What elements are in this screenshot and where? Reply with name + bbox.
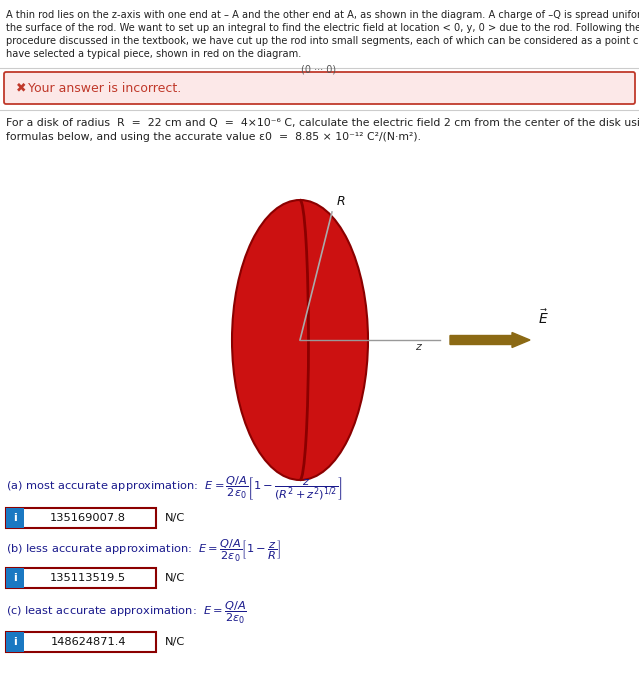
Text: 148624871.4: 148624871.4 — [50, 637, 126, 647]
Text: $z$: $z$ — [415, 342, 423, 352]
Text: 135169007.8: 135169007.8 — [50, 513, 126, 523]
Text: the surface of the rod. We want to set up an integral to find the electric field: the surface of the rod. We want to set u… — [6, 23, 639, 33]
Text: $\vec{E}$: $\vec{E}$ — [538, 309, 549, 327]
Text: 135113519.5: 135113519.5 — [50, 573, 126, 583]
FancyArrow shape — [450, 332, 530, 348]
Text: have selected a typical piece, shown in red on the diagram.: have selected a typical piece, shown in … — [6, 49, 302, 59]
FancyBboxPatch shape — [6, 568, 24, 588]
FancyBboxPatch shape — [6, 508, 156, 528]
Text: N/C: N/C — [165, 573, 185, 583]
FancyBboxPatch shape — [6, 568, 156, 588]
Text: A thin rod lies on the z-axis with one end at – A and the other end at A, as sho: A thin rod lies on the z-axis with one e… — [6, 10, 639, 20]
Text: (b) less accurate approximation:  $E = \dfrac{Q/A}{2\varepsilon_0}\left[1 - \dfr: (b) less accurate approximation: $E = \d… — [6, 538, 281, 564]
Text: For a disk of radius  R  =  22 cm and Q  =  4×10⁻⁶ C, calculate the electric fie: For a disk of radius R = 22 cm and Q = 4… — [6, 118, 639, 128]
Text: i: i — [13, 573, 17, 583]
FancyBboxPatch shape — [6, 632, 156, 652]
Ellipse shape — [232, 200, 368, 480]
Text: (a) most accurate approximation:  $E = \dfrac{Q/A}{2\varepsilon_0}\left[1 - \dfr: (a) most accurate approximation: $E = \d… — [6, 474, 343, 502]
Text: N/C: N/C — [165, 513, 185, 523]
FancyBboxPatch shape — [4, 72, 635, 104]
Text: $R$: $R$ — [336, 195, 346, 208]
FancyBboxPatch shape — [6, 632, 24, 652]
Text: i: i — [13, 637, 17, 647]
Text: procedure discussed in the textbook, we have cut up the rod into small segments,: procedure discussed in the textbook, we … — [6, 36, 639, 46]
FancyBboxPatch shape — [6, 508, 24, 528]
Text: formulas below, and using the accurate value ε0  =  8.85 × 10⁻¹² C²/(N·m²).: formulas below, and using the accurate v… — [6, 132, 421, 142]
Text: (0 ··· 0): (0 ··· 0) — [302, 64, 337, 74]
Text: ✖: ✖ — [16, 82, 26, 94]
Text: (c) least accurate approximation:  $E = \dfrac{Q/A}{2\varepsilon_0}$: (c) least accurate approximation: $E = \… — [6, 600, 247, 626]
Text: N/C: N/C — [165, 637, 185, 647]
Text: Your answer is incorrect.: Your answer is incorrect. — [28, 82, 181, 94]
Text: i: i — [13, 513, 17, 523]
